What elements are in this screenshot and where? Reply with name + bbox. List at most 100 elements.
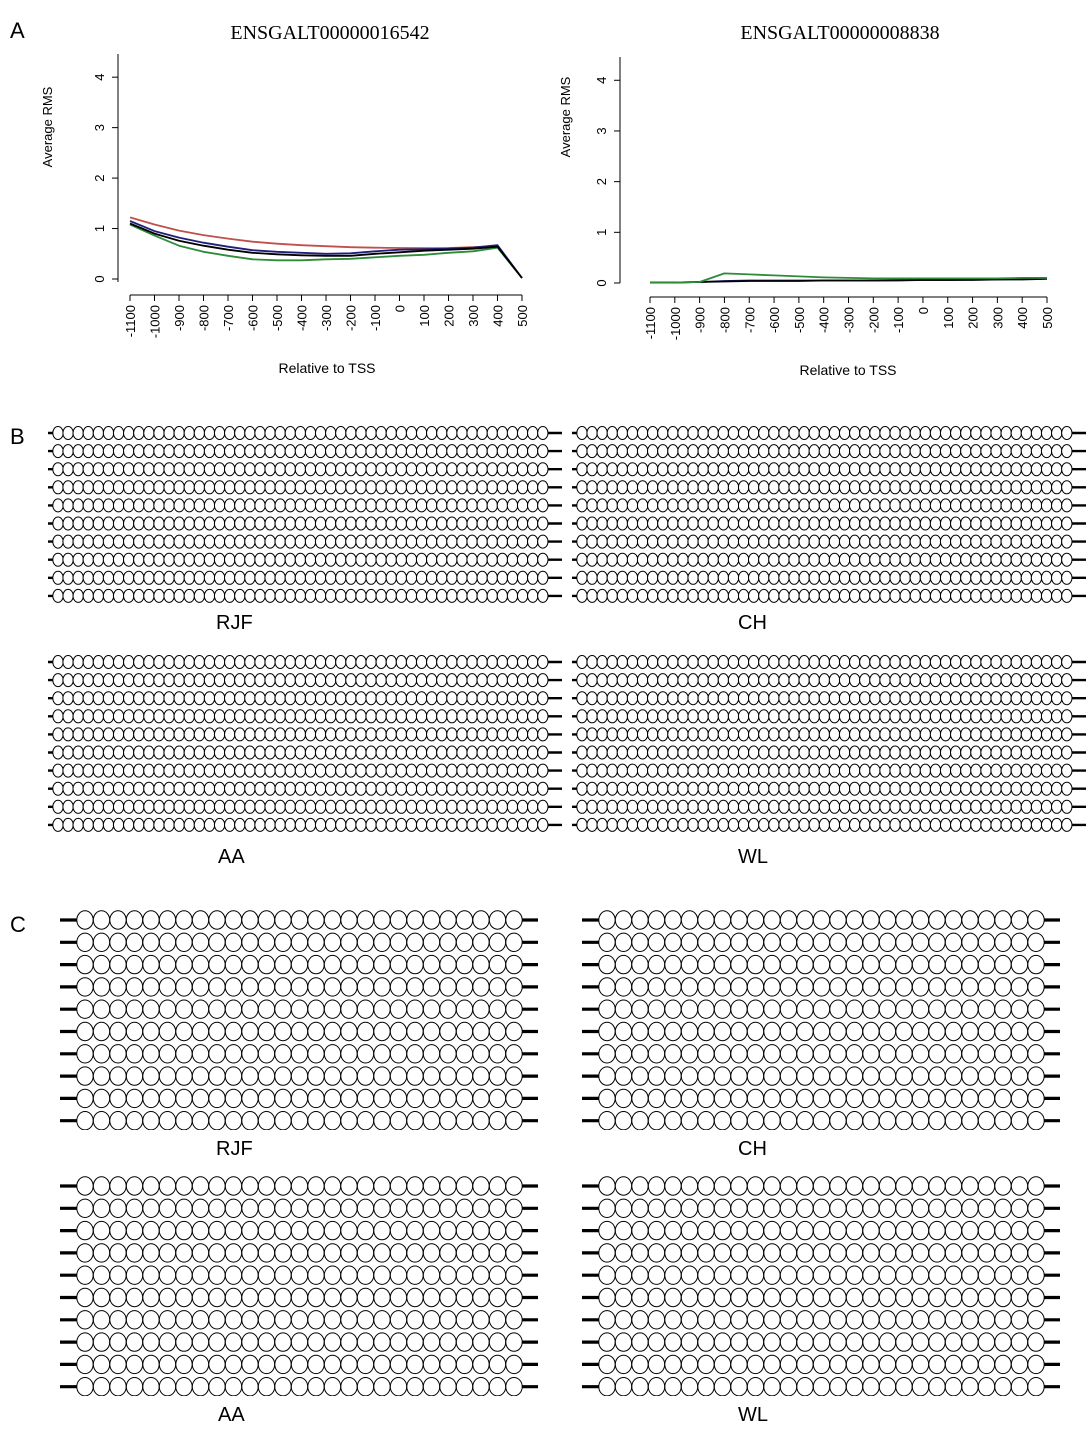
cpg-site-unmethylated xyxy=(325,781,337,796)
cpg-site-unmethylated xyxy=(1027,1220,1045,1241)
cpg-site-unmethylated xyxy=(944,977,963,997)
cpg-site-unmethylated xyxy=(340,1243,358,1263)
cpg-site-unmethylated xyxy=(1027,1088,1045,1109)
cpg-site-unmethylated xyxy=(274,691,286,706)
cpg-site-unmethylated xyxy=(436,498,448,513)
cpg-site-unmethylated xyxy=(173,763,185,778)
cpg-site-unmethylated xyxy=(76,1088,94,1109)
cpg-site-unmethylated xyxy=(466,763,478,778)
cpg-site-unmethylated xyxy=(82,534,94,549)
cpg-site-unmethylated xyxy=(1000,462,1012,477)
cpg-site-unmethylated xyxy=(82,588,94,603)
cpg-site-unmethylated xyxy=(717,552,730,567)
cpg-site-unmethylated xyxy=(798,552,810,567)
cpg-site-unmethylated xyxy=(234,498,246,513)
cpg-site-unmethylated xyxy=(677,745,689,760)
cpg-site-unmethylated xyxy=(323,1310,342,1330)
cpg-site-unmethylated xyxy=(1010,1310,1029,1330)
x-tick-label: 0 xyxy=(916,307,931,314)
cpg-site-unmethylated xyxy=(748,462,760,477)
cpg-site-unmethylated xyxy=(713,1220,732,1241)
cpg-site-unmethylated xyxy=(406,1111,424,1130)
cpg-site-unmethylated xyxy=(193,727,206,742)
cpg-site-unmethylated xyxy=(576,799,588,814)
cpg-site-unmethylated xyxy=(375,763,387,778)
cpg-site-unmethylated xyxy=(677,691,689,706)
cpg-site-unmethylated xyxy=(647,1066,666,1086)
cpg-site-unmethylated xyxy=(365,480,377,495)
cpg-site-unmethylated xyxy=(1051,709,1063,724)
cpg-site-unmethylated xyxy=(737,498,750,513)
cpg-site-unmethylated xyxy=(598,954,616,975)
cpg-site-unmethylated xyxy=(576,444,588,459)
cpg-site-unmethylated xyxy=(990,799,1002,814)
cpg-site-unmethylated xyxy=(446,691,458,706)
cpg-site-unmethylated xyxy=(950,534,962,549)
cpg-site-unmethylated xyxy=(142,977,160,997)
cpg-site-unmethylated xyxy=(1040,444,1053,459)
cpg-site-unmethylated xyxy=(598,932,616,952)
cpg-site-unmethylated xyxy=(406,1287,424,1308)
cpg-site-unmethylated xyxy=(631,1377,649,1396)
cpg-site-unmethylated xyxy=(1051,426,1063,440)
cpg-site-unmethylated xyxy=(213,745,226,760)
cpg-site-unmethylated xyxy=(828,655,841,669)
cpg-site-unmethylated xyxy=(1051,444,1063,459)
cpg-site-unmethylated xyxy=(1030,498,1043,513)
cpg-site-unmethylated xyxy=(779,954,798,975)
cpg-site-unmethylated xyxy=(62,516,74,531)
cpg-site-unmethylated xyxy=(647,655,659,669)
cpg-site-unmethylated xyxy=(133,570,145,585)
cpg-site-unmethylated xyxy=(173,462,185,477)
cpg-site-unmethylated xyxy=(335,588,347,603)
cpg-site-unmethylated xyxy=(889,552,901,567)
cpg-site-unmethylated xyxy=(980,727,992,742)
cpg-site-unmethylated xyxy=(254,763,266,778)
cpg-site-unmethylated xyxy=(895,1066,913,1086)
methylation-row xyxy=(572,817,1086,832)
cpg-site-unmethylated xyxy=(944,1066,963,1086)
cpg-site-unmethylated xyxy=(879,498,891,513)
cpg-site-unmethylated xyxy=(1027,954,1045,975)
cpg-site-unmethylated xyxy=(505,1287,523,1308)
cpg-site-unmethylated xyxy=(422,1287,441,1308)
cpg-site-unmethylated xyxy=(224,932,243,952)
cpg-site-unmethylated xyxy=(109,954,127,975)
cpg-site-unmethylated xyxy=(426,781,438,796)
methylation-grid-c-ch xyxy=(582,910,1060,1130)
cpg-site-unmethylated xyxy=(647,1088,666,1109)
cpg-site-unmethylated xyxy=(1010,426,1022,440)
cpg-site-unmethylated xyxy=(1010,1176,1029,1196)
cpg-site-unmethylated xyxy=(977,1332,996,1352)
methylation-row xyxy=(60,954,538,975)
cpg-site-unmethylated xyxy=(527,799,539,814)
cpg-site-unmethylated xyxy=(919,655,932,669)
cpg-site-unmethylated xyxy=(294,534,307,549)
cpg-site-unmethylated xyxy=(488,1243,507,1263)
cpg-site-unmethylated xyxy=(1061,691,1073,706)
cpg-site-unmethylated xyxy=(254,817,266,832)
cpg-site-unmethylated xyxy=(314,498,327,513)
cpg-site-unmethylated xyxy=(241,1021,259,1042)
cpg-site-unmethylated xyxy=(828,588,841,603)
cpg-site-unmethylated xyxy=(994,1220,1012,1241)
cpg-site-unmethylated xyxy=(294,745,307,760)
cpg-site-unmethylated xyxy=(911,1332,930,1352)
cpg-site-unmethylated xyxy=(899,673,911,688)
cpg-site-unmethylated xyxy=(697,534,709,549)
cpg-site-unmethylated xyxy=(812,1066,831,1086)
methylation-row xyxy=(572,462,1086,477)
group-label-b-wl: WL xyxy=(738,846,768,868)
cpg-site-unmethylated xyxy=(1061,516,1073,531)
cpg-site-unmethylated xyxy=(727,745,740,760)
cpg-site-unmethylated xyxy=(143,588,155,603)
cpg-site-unmethylated xyxy=(818,426,831,440)
cpg-site-unmethylated xyxy=(422,1377,441,1396)
cpg-site-unmethylated xyxy=(928,1088,946,1109)
cpg-site-unmethylated xyxy=(788,727,800,742)
cpg-site-unmethylated xyxy=(697,709,709,724)
cpg-site-unmethylated xyxy=(290,1243,309,1263)
methylation-row xyxy=(48,570,562,585)
cpg-site-unmethylated xyxy=(1010,480,1022,495)
